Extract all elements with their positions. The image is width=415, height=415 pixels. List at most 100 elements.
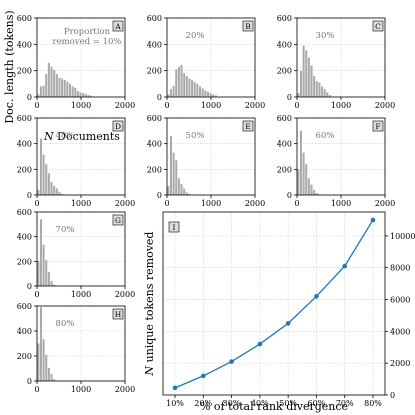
panel-i-x-tick-label: 60%: [308, 399, 326, 408]
panel-e-bar: [177, 178, 180, 195]
panel-b-bar: [201, 88, 204, 97]
panel-b-bar: [204, 90, 207, 97]
panel-i-y-tick-label: 10000: [390, 232, 415, 241]
panel-i-point: [370, 217, 376, 223]
panel-c: 0 1000 2000 0 200 400 600 C 30%: [277, 14, 395, 110]
panel-f-letter-box: [372, 120, 384, 132]
panel-g-bar: [45, 260, 48, 286]
panel-a-y-tick-label: 0: [27, 93, 32, 102]
panel-i-frame: [162, 211, 386, 396]
panel-f-annotation: 60%: [316, 131, 335, 141]
panel-b-letter-box: [242, 20, 254, 32]
panel-f-bar: [302, 152, 305, 195]
panel-f-frame: [296, 117, 386, 196]
panel-g-x-tick-label: 2000: [115, 290, 135, 299]
panel-b-bar: [198, 86, 202, 97]
panel-b-x-tick-label: 1000: [201, 101, 221, 110]
panel-i-y-axis-label-rest: unique tokens removed: [143, 232, 156, 366]
panel-i-x-tick-label: 10%: [166, 399, 184, 408]
panel-b-y-tick-label: 400: [147, 40, 162, 49]
panel-a-y-tick-label: 400: [17, 40, 32, 49]
panel-b-bar: [177, 66, 180, 97]
panel-e-bar: [169, 135, 172, 195]
panel-c-bar: [318, 82, 321, 97]
panel-c-x-tick-label: 2000: [375, 101, 395, 110]
panel-d-bar: [61, 193, 64, 195]
panel-f-y-tick-label: 200: [277, 165, 292, 174]
panel-e-x-tick-label: 0: [164, 199, 169, 208]
panel-h-y-tick-label: 600: [17, 302, 32, 311]
panel-h-bar: [50, 374, 53, 381]
panel-g-bar: [37, 260, 40, 286]
panel-b-bar: [169, 89, 172, 97]
panel-i-x-tick-label: 40%: [251, 399, 269, 408]
panel-a-bar: [87, 95, 90, 97]
panel-a-bar: [55, 73, 58, 97]
panel-i-y-axis-label-italic: N: [143, 365, 156, 376]
panel-i-y-tick-label: 8000: [390, 264, 410, 273]
panel-d-bar: [55, 188, 58, 195]
panel-i-letter-box: [168, 221, 180, 233]
panel-i-y-tick-label: 0: [390, 391, 395, 400]
panel-b-bar: [193, 81, 196, 97]
panel-f-bar: [297, 169, 300, 195]
panel-a-bar: [47, 62, 50, 97]
panel-a-x-tick-label: 2000: [115, 101, 135, 110]
panel-b-bar: [172, 85, 175, 97]
panel-i-x-tick-label: 80%: [364, 399, 382, 408]
panel-a-bar: [53, 70, 56, 97]
panel-e-x-tick-label: 2000: [245, 199, 265, 208]
panel-f-bar: [305, 164, 308, 195]
figure-x-axis-label: N Documents: [43, 130, 120, 143]
panel-e-x-tick-label: 1000: [201, 199, 221, 208]
panel-c-bar: [323, 89, 326, 97]
panel-d-y-tick-label: 200: [17, 165, 32, 174]
panel-d-letter: D: [115, 122, 121, 131]
panel-e-letter-box: [242, 120, 254, 132]
panel-a-bar: [84, 94, 87, 97]
panel-g-letter: G: [115, 216, 121, 225]
panel-a-bar: [42, 85, 45, 97]
panel-c-bar: [302, 45, 305, 97]
panel-h-y-tick-label: 200: [17, 352, 32, 361]
panel-g-y-tick-label: 200: [17, 257, 32, 266]
panel-f-x-tick-label: 0: [294, 199, 299, 208]
panel-e-letter: E: [245, 122, 250, 131]
panel-h-x-tick-label: 2000: [115, 385, 135, 394]
panel-b-bar: [180, 64, 183, 97]
panel-f-bar: [313, 189, 316, 195]
panel-g-y-tick-label: 0: [27, 282, 32, 291]
panel-i-point: [314, 294, 319, 299]
panel-a-bar: [39, 86, 42, 97]
panel-h-y-tick-label: 0: [27, 377, 32, 386]
figure-x-axis-label-rest: Documents: [54, 130, 121, 143]
panel-d-bar: [50, 182, 53, 195]
panel-i-x-tick-label: 50%: [279, 399, 297, 408]
panel-a-bar: [63, 79, 66, 97]
panel-f-x-tick-label: 1000: [331, 199, 351, 208]
panel-c-bar: [305, 50, 308, 97]
panel-g-letter-box: [112, 214, 124, 226]
panel-e-bar: [172, 152, 175, 195]
panel-d: 0 1000 2000 0 200 400 600 D 40%: [17, 114, 135, 208]
panel-h-bar: [37, 343, 40, 381]
panel-a-y-tick-label: 200: [17, 67, 32, 76]
panel-g-x-tick-label: 0: [34, 290, 39, 299]
panel-a-bar: [68, 83, 72, 97]
panel-g-bar: [53, 284, 56, 286]
panel-b-bar: [196, 83, 199, 97]
panel-h-x-tick-label: 0: [34, 385, 39, 394]
panel-d-y-tick-label: 600: [17, 114, 32, 123]
panel-f-letter: F: [375, 122, 380, 131]
panel-f-x-tick-label: 2000: [375, 199, 395, 208]
panel-c-x-tick-label: 1000: [331, 101, 351, 110]
panel-a-letter: A: [114, 22, 121, 31]
panel-c-bar: [328, 95, 332, 97]
panel-e-y-tick-label: 0: [157, 191, 162, 200]
panel-b-bar: [183, 73, 186, 97]
panel-c-y-tick-label: 400: [277, 40, 292, 49]
panel-b-y-tick-label: 0: [157, 93, 162, 102]
panel-b: 0 1000 2000 0 200 400 600 B 20%: [147, 14, 265, 110]
panel-a-bar: [37, 94, 40, 97]
